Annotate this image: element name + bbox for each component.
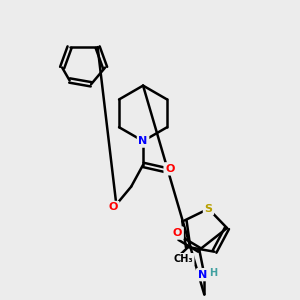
Text: O: O — [109, 202, 118, 212]
Text: CH₃: CH₃ — [173, 254, 193, 265]
Text: N: N — [138, 136, 148, 146]
Text: S: S — [204, 204, 212, 214]
Text: O: O — [173, 228, 182, 238]
Text: H: H — [209, 268, 217, 278]
Text: N: N — [198, 270, 207, 280]
Text: O: O — [165, 164, 175, 174]
